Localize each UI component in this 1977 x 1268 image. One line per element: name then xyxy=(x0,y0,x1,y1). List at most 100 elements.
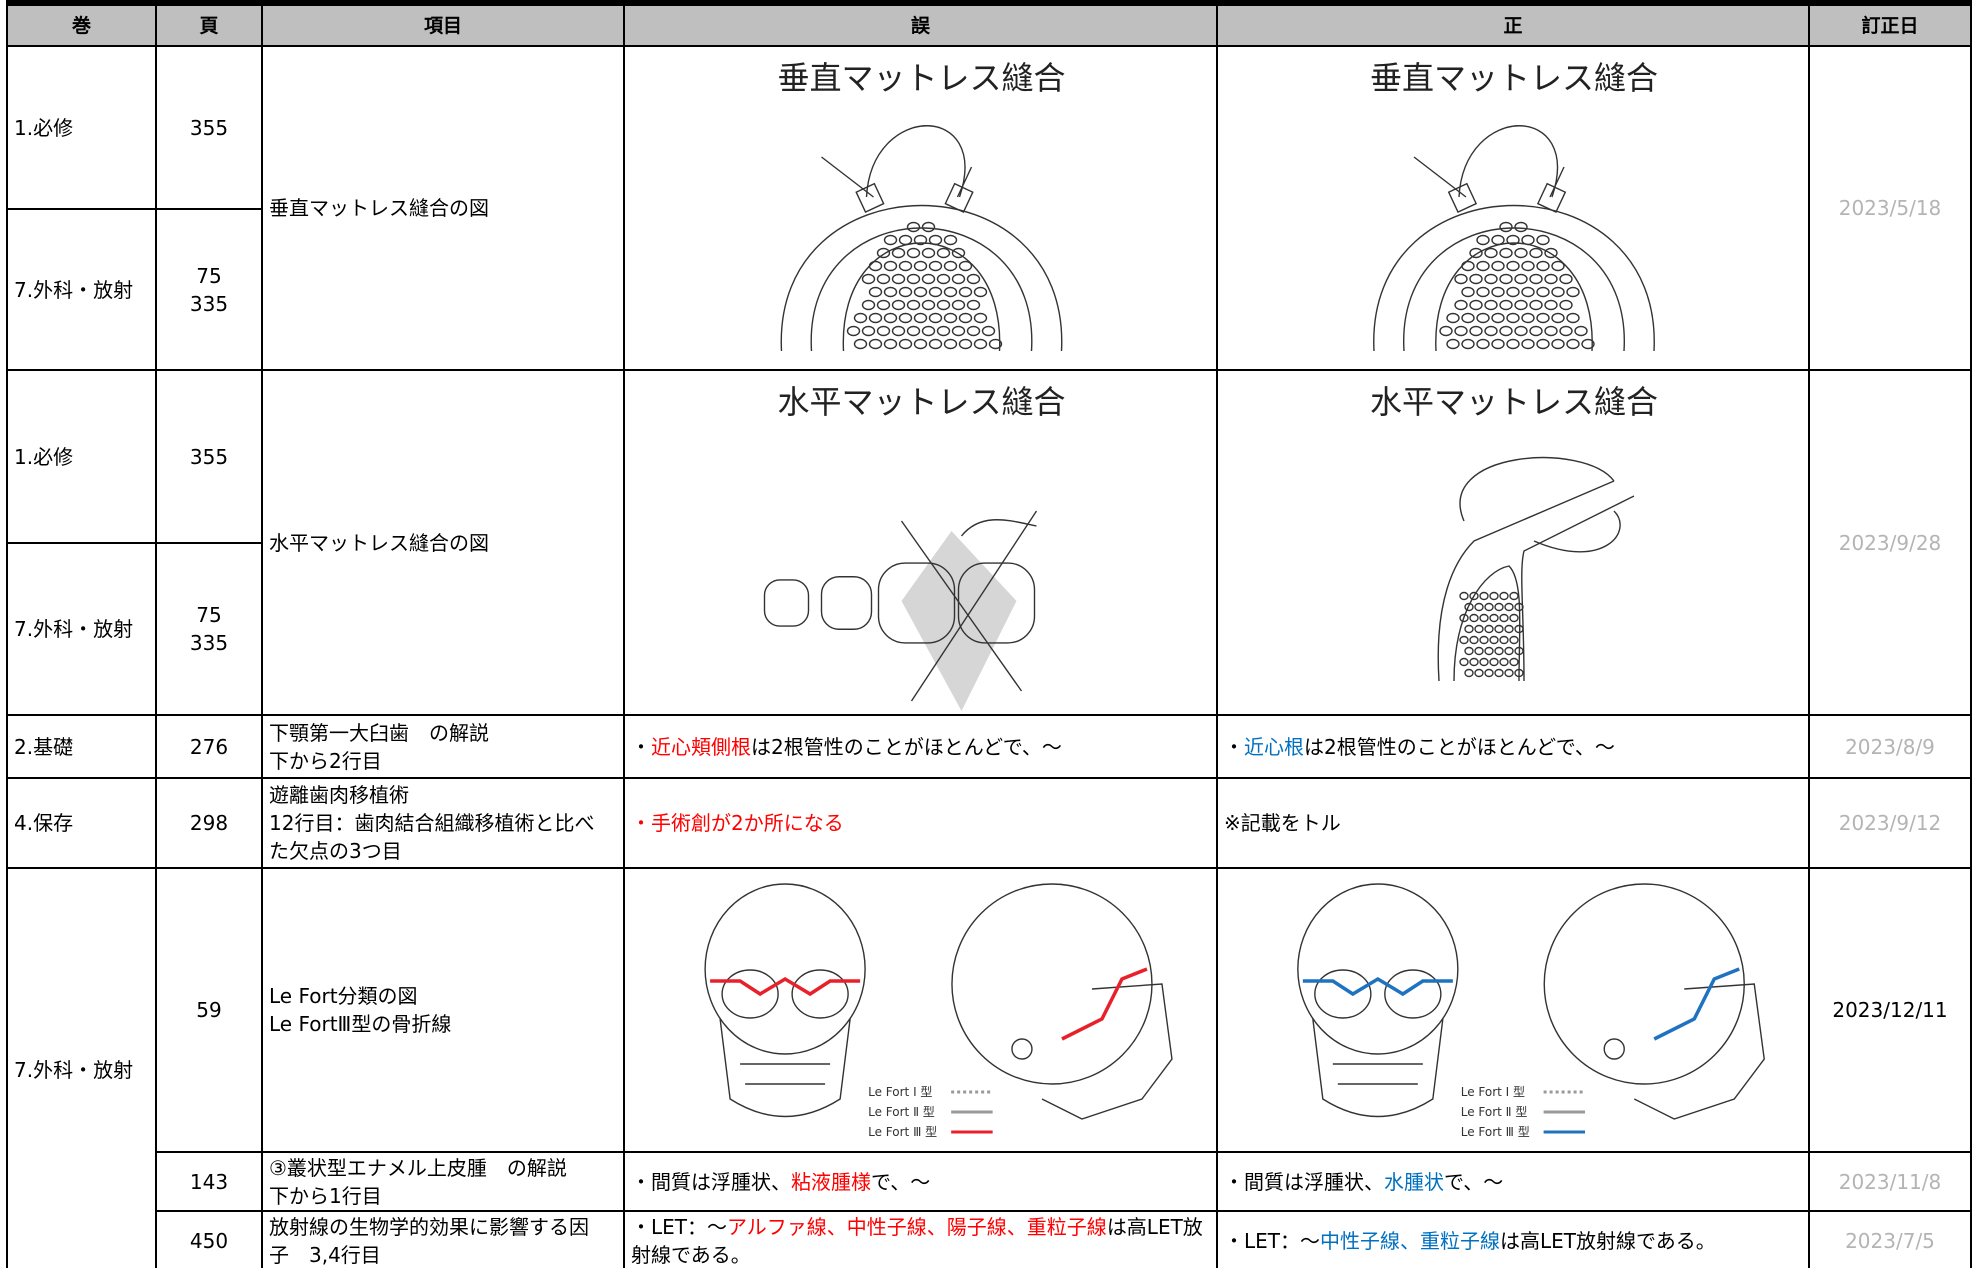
item-line: 遊離歯肉移植術 xyxy=(269,783,409,807)
text-line: ・LET：～アルファ線、中性子線、陽子線、重粒子線は高LET放射線である。 xyxy=(631,1213,1216,1268)
page: 276 xyxy=(189,734,229,759)
date-cell: 2023/5/18 xyxy=(1810,47,1972,371)
date-cell: 2023/12/11 xyxy=(1810,869,1972,1153)
page-cell: 298 xyxy=(157,779,263,869)
header-cell: 訂正日 xyxy=(1810,6,1972,47)
text-cell: ※記載をトル xyxy=(1218,779,1810,869)
volume-cell: 2.基礎 xyxy=(8,716,157,779)
date: 2023/9/12 xyxy=(1838,811,1942,835)
volume: 2.基礎 xyxy=(14,734,74,759)
figure-legend: Le Fort Ⅱ 型 xyxy=(1461,1105,1528,1119)
item-line: 下から2行目 xyxy=(269,748,382,773)
text-segment: で、～ xyxy=(1444,1169,1504,1194)
date-cell: 2023/9/12 xyxy=(1810,779,1972,869)
figure-cell: Le Fort Ⅰ 型 Le Fort Ⅱ 型 Le Fort Ⅲ 型 xyxy=(1218,869,1810,1153)
date: 2023/5/18 xyxy=(1838,196,1942,220)
date: 2023/7/5 xyxy=(1845,1229,1935,1253)
date: 2023/8/9 xyxy=(1845,734,1935,759)
date-cell: 2023/11/8 xyxy=(1810,1153,1972,1212)
item-cell: Le Fort分類の図 Le FortⅢ型の骨折線 xyxy=(263,869,625,1153)
text-cell: ・手術創が2か所になる xyxy=(625,779,1218,869)
item-line: Le Fort分類の図 xyxy=(269,984,418,1008)
page: 75 xyxy=(196,603,222,627)
item-line: 下顎第一大臼歯 の解説 xyxy=(269,720,489,745)
figure: 水平マットレス縫合 xyxy=(763,383,1066,711)
header-text: 項目 xyxy=(423,14,462,37)
text-segment: 水腫状 xyxy=(1384,1169,1444,1194)
text-cell: ・LET：～アルファ線、中性子線、陽子線、重粒子線は高LET放射線である。 xyxy=(625,1212,1218,1268)
page-cell: 143 xyxy=(157,1153,263,1212)
header-text: 頁 xyxy=(199,14,219,37)
date: 2023/9/28 xyxy=(1838,530,1942,555)
item-line: Le FortⅢ型の骨折線 xyxy=(269,1012,452,1036)
header-cell: 誤 xyxy=(625,6,1218,47)
figure: Le Fort Ⅰ 型 Le Fort Ⅱ 型 Le Fort Ⅲ 型 xyxy=(1297,883,1765,1139)
header-text: 正 xyxy=(1503,14,1523,37)
date: 2023/12/11 xyxy=(1832,998,1948,1022)
item-line: 子 3,4行目 xyxy=(269,1243,381,1267)
volume-cell: 7.外科・放射 xyxy=(8,544,157,716)
figure-title: 垂直マットレス縫合 xyxy=(777,59,1065,97)
page: 75 xyxy=(196,263,222,288)
figure-title: 垂直マットレス縫合 xyxy=(1370,59,1658,97)
figure-legend: Le Fort Ⅰ 型 xyxy=(868,1085,932,1099)
volume-cell: 1.必修 xyxy=(8,47,157,210)
item-cell: 垂直マットレス縫合の図 xyxy=(263,47,625,371)
text-line: ※記載をトル xyxy=(1224,809,1349,837)
figure: 垂直マットレス縫合 xyxy=(1370,59,1658,352)
text-segment: は高LET放射線である。 xyxy=(631,1215,1203,1267)
page-cell: 355 xyxy=(157,371,263,544)
figure-legend: Le Fort Ⅱ 型 xyxy=(868,1105,935,1119)
date: 2023/11/8 xyxy=(1838,1169,1942,1194)
item-line: た欠点の3つ目 xyxy=(269,839,402,863)
figure-title: 水平マットレス縫合 xyxy=(1370,383,1658,421)
text-line: ・近心頬側根は2根管性のことがほとんどで、～ xyxy=(631,733,1070,761)
page-cell: 75 335 xyxy=(157,210,263,371)
figure-cell: 垂直マットレス縫合 xyxy=(1218,47,1810,371)
header-text: 巻 xyxy=(71,14,91,37)
date-cell: 2023/7/5 xyxy=(1810,1212,1972,1268)
page: 335 xyxy=(189,631,229,655)
header-cell: 項目 xyxy=(263,6,625,47)
item-cell: ③叢状型エナメル上皮腫 の解説 下から1行目 xyxy=(263,1153,625,1212)
page-cell: 355 xyxy=(157,47,263,210)
text-segment: ・間質は浮腫状、 xyxy=(631,1169,791,1194)
text-segment: アルファ線、中性子線、陽子線、重粒子線 xyxy=(727,1215,1107,1239)
text-segment: 近心根 xyxy=(1244,734,1304,759)
volume-cell: 7.外科・放射 xyxy=(8,869,157,1268)
figure-cell: 垂直マットレス縫合 xyxy=(625,47,1218,371)
header-cell: 頁 xyxy=(157,6,263,47)
header-cell: 巻 xyxy=(8,6,157,47)
page-cell: 450 xyxy=(157,1212,263,1268)
page: 143 xyxy=(189,1169,229,1194)
text-cell: ・間質は浮腫状、水腫状で、～ xyxy=(1218,1153,1810,1212)
volume: 1.必修 xyxy=(14,115,74,140)
figure-cell: Le Fort Ⅰ 型 Le Fort Ⅱ 型 Le Fort Ⅲ 型 xyxy=(625,869,1218,1153)
date-cell: 2023/9/28 xyxy=(1810,371,1972,716)
text-cell: ・近心頬側根は2根管性のことがほとんどで、～ xyxy=(625,716,1218,779)
volume: 7.外科・放射 xyxy=(14,617,134,641)
left-rule xyxy=(6,0,8,1268)
page-cell: 59 xyxy=(157,869,263,1153)
top-rule xyxy=(8,0,1972,6)
text-segment: ・ xyxy=(631,734,651,759)
page: 335 xyxy=(189,291,229,316)
page: 355 xyxy=(189,444,229,469)
text-segment: は2根管性のことがほとんどで、～ xyxy=(1304,734,1615,759)
figure-legend: Le Fort Ⅲ 型 xyxy=(1461,1125,1530,1139)
text-line: ・LET：～中性子線、重粒子線は高LET放射線である。 xyxy=(1224,1227,1724,1255)
page-cell: 75 335 xyxy=(157,544,263,716)
date-cell: 2023/8/9 xyxy=(1810,716,1972,779)
header-text: 訂正日 xyxy=(1861,14,1919,37)
text-segment: は2根管性のことがほとんどで、～ xyxy=(751,734,1062,759)
item-line: 垂直マットレス縫合の図 xyxy=(269,196,489,220)
text-cell: ・近心根は2根管性のことがほとんどで、～ xyxy=(1218,716,1810,779)
figure-legend: Le Fort Ⅰ 型 xyxy=(1461,1085,1525,1099)
volume: 7.外科・放射 xyxy=(14,277,134,302)
item-cell: 遊離歯肉移植術 12行目：歯肉結合組織移植術と比べ た欠点の3つ目 xyxy=(263,779,625,869)
page: 59 xyxy=(196,998,222,1022)
text-segment: ・手術創が2か所になる xyxy=(631,811,844,835)
item-cell: 下顎第一大臼歯 の解説 下から2行目 xyxy=(263,716,625,779)
item-line: 放射線の生物学的効果に影響する因 xyxy=(269,1215,589,1239)
